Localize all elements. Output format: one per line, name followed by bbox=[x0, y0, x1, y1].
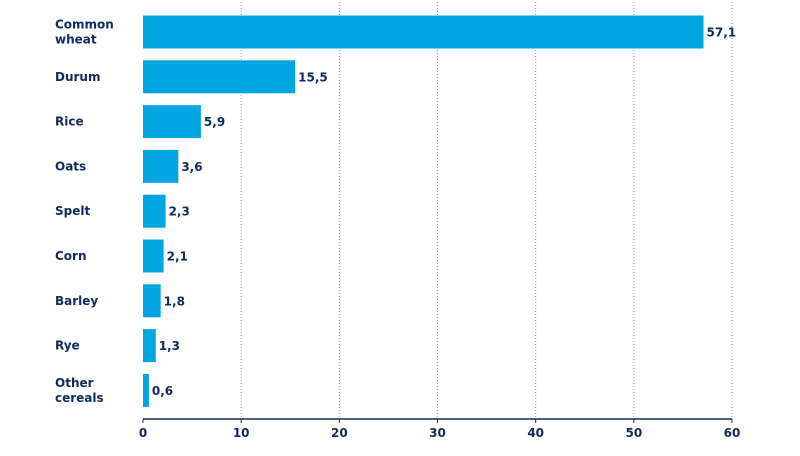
x-tick-label-50: 50 bbox=[625, 426, 642, 440]
category-label-3: Oats bbox=[55, 159, 86, 173]
category-label-1: Durum bbox=[55, 70, 100, 84]
value-label-6: 1,8 bbox=[164, 294, 185, 308]
category-label-line: Rice bbox=[55, 115, 84, 129]
category-label-line: Durum bbox=[55, 70, 100, 84]
category-label-line: Other bbox=[55, 376, 94, 390]
value-label-3: 3,6 bbox=[181, 160, 202, 174]
category-label-0: Common wheat bbox=[55, 18, 114, 47]
x-tick-label-30: 30 bbox=[429, 426, 446, 440]
category-label-8: Other cereals bbox=[55, 376, 104, 405]
category-label-2: Rice bbox=[55, 115, 84, 129]
value-label-0: 57,1 bbox=[707, 26, 737, 40]
bar-2 bbox=[143, 105, 201, 139]
x-axis: 0 10 20 30 40 50 60 bbox=[139, 418, 741, 440]
bar-3 bbox=[143, 149, 179, 183]
bar-6 bbox=[143, 284, 161, 318]
category-label-5: Corn bbox=[55, 249, 87, 263]
bars bbox=[143, 15, 704, 407]
value-label-4: 2,3 bbox=[169, 205, 190, 219]
bar-4 bbox=[143, 194, 166, 228]
value-label-2: 5,9 bbox=[204, 115, 225, 129]
grid-lines bbox=[240, 2, 733, 419]
value-label-5: 2,1 bbox=[167, 250, 188, 264]
x-tick-label-20: 20 bbox=[331, 426, 348, 440]
bar-0 bbox=[143, 15, 704, 49]
bar-1 bbox=[143, 60, 296, 94]
x-tick-label-10: 10 bbox=[233, 426, 250, 440]
x-tick-label-60: 60 bbox=[724, 426, 741, 440]
category-label-line: Spelt bbox=[55, 204, 90, 218]
labels: Common wheat 57,1 Durum 15,5 Rice 5,9 Oats 3,6 Sp… bbox=[55, 18, 736, 405]
category-label-6: Barley bbox=[55, 294, 98, 308]
category-label-line: Oats bbox=[55, 159, 86, 173]
category-label-line: Barley bbox=[55, 294, 98, 308]
bar-8 bbox=[143, 373, 149, 407]
category-label-line: wheat bbox=[55, 33, 97, 47]
x-tick-label-0: 0 bbox=[139, 426, 147, 440]
value-label-8: 0,6 bbox=[152, 384, 173, 398]
category-label-line: Rye bbox=[55, 339, 80, 353]
category-label-line: Corn bbox=[55, 249, 87, 263]
category-label-7: Rye bbox=[55, 339, 80, 353]
x-tick-label-40: 40 bbox=[527, 426, 544, 440]
category-label-4: Spelt bbox=[55, 204, 90, 218]
value-label-7: 1,3 bbox=[159, 339, 180, 353]
category-label-line: Common bbox=[55, 18, 114, 32]
bar-5 bbox=[143, 239, 164, 273]
value-label-1: 15,5 bbox=[298, 70, 328, 84]
bar-7 bbox=[143, 329, 156, 363]
category-label-line: cereals bbox=[55, 391, 104, 405]
